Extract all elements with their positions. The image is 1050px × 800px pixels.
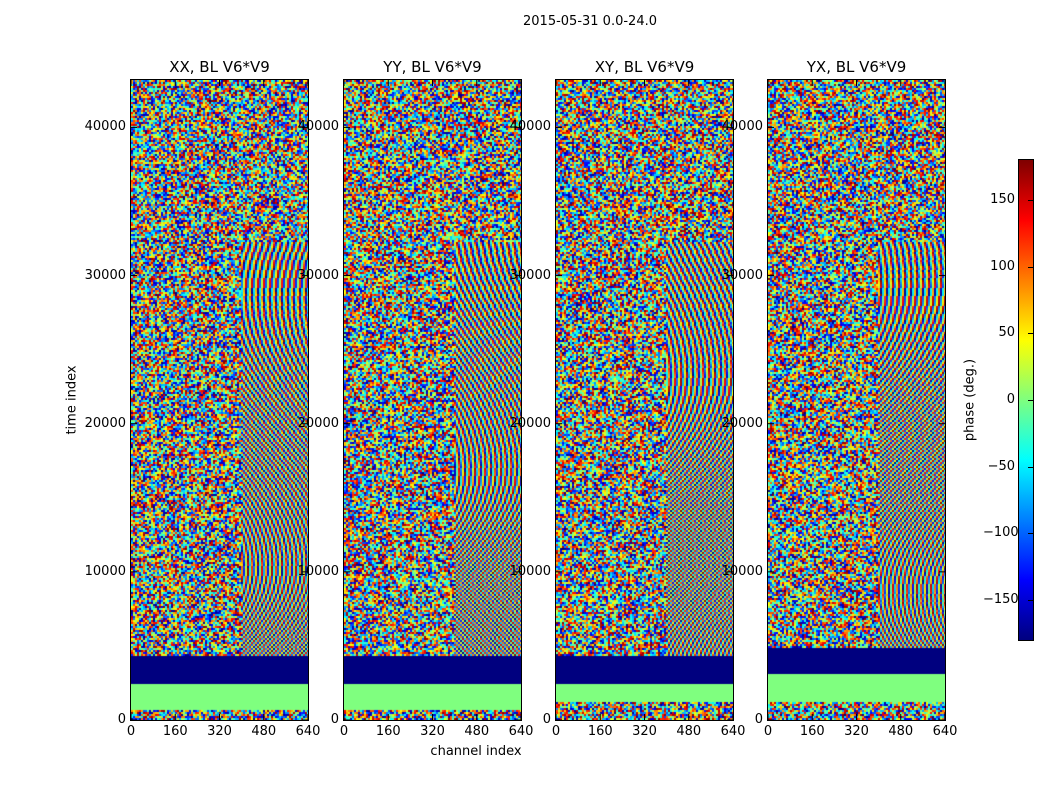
x-tick-label: 480 [251, 724, 277, 739]
x-tick-label: 480 [676, 724, 702, 739]
panel-ticks [768, 80, 945, 720]
x-tick-label: 0 [763, 724, 773, 739]
panel-ticks [556, 80, 733, 720]
panel-ticks [131, 80, 308, 720]
colorbar-tick-mark [1028, 400, 1033, 401]
figure-suptitle: 2015-05-31 0.0-24.0 [523, 14, 657, 29]
panel-title: YY, BL V6*V9 [383, 58, 482, 76]
panel-title: XY, BL V6*V9 [594, 58, 695, 76]
y-tick-label: 20000 [84, 415, 126, 431]
colorbar-tick-label: 100 [990, 258, 1015, 274]
y-tick-label: 0 [330, 712, 339, 727]
y-tick-label: 10000 [84, 563, 126, 579]
y-tick-label: 30000 [721, 267, 763, 283]
x-tick-label: 640 [295, 724, 321, 739]
y-tick-label: 30000 [509, 267, 551, 283]
y-tick-label: 10000 [509, 563, 551, 579]
colorbar-tick-mark [1028, 466, 1033, 468]
x-tick-label: 0 [126, 724, 136, 739]
y-tick-label: 40000 [509, 119, 551, 135]
colorbar-tick-mark [1028, 333, 1033, 335]
x-tick-label: 640 [508, 724, 534, 739]
colorbar-tick-mark [1028, 266, 1033, 268]
y-tick-label: 0 [117, 712, 126, 727]
colorbar-tick-label: −100 [983, 525, 1019, 541]
x-tick-label: 160 [162, 724, 188, 739]
panel-title: YX, BL V6*V9 [806, 58, 907, 76]
y-tick-label: 40000 [721, 119, 763, 135]
colorbar-gradient [1018, 159, 1034, 641]
colorbar-tick-label: 0 [1006, 392, 1015, 407]
colorbar-tick-label: 150 [990, 192, 1015, 207]
y-tick-label: 0 [542, 712, 551, 727]
x-tick-label: 0 [551, 724, 561, 739]
x-tick-label: 160 [375, 724, 401, 739]
y-tick-label: 30000 [297, 267, 339, 283]
colorbar-tick-label: −50 [987, 458, 1015, 474]
colorbar-tick-label: −150 [983, 592, 1019, 607]
colorbar-label: phase (deg.) [962, 358, 978, 442]
y-tick-label: 40000 [297, 119, 339, 135]
heatmap-image [767, 79, 946, 721]
x-tick-label: 160 [587, 724, 613, 739]
y-tick-label: 40000 [84, 119, 126, 135]
x-tick-label: 320 [844, 724, 869, 739]
heatmap-image [343, 79, 522, 721]
x-tick-label: 320 [632, 724, 657, 739]
x-tick-label: 480 [464, 724, 490, 739]
colorbar-tick-mark [1028, 533, 1033, 535]
x-tick-label: 320 [207, 724, 232, 739]
colorbar-tick-mark [1028, 200, 1033, 201]
x-tick-label: 160 [799, 724, 825, 739]
y-tick-label: 30000 [84, 267, 126, 283]
x-tick-label: 640 [720, 724, 746, 739]
y-tick-label: 20000 [297, 415, 339, 431]
panel-ticks [344, 80, 521, 720]
x-tick-label: 0 [339, 724, 349, 739]
y-tick-label: 10000 [721, 563, 763, 579]
x-tick-label: 640 [932, 724, 958, 739]
x-axis-label: channel index [430, 744, 522, 759]
y-tick-label: 20000 [721, 415, 763, 431]
panel-title: XX, BL V6*V9 [169, 58, 270, 76]
colorbar-tick-label: 50 [998, 325, 1015, 341]
x-tick-label: 480 [888, 724, 914, 739]
colorbar-tick-mark [1028, 600, 1033, 601]
heatmap-image [130, 79, 309, 721]
heatmap-image [555, 79, 734, 721]
x-tick-label: 320 [420, 724, 445, 739]
y-tick-label: 10000 [297, 563, 339, 579]
y-tick-label: 0 [754, 712, 763, 727]
y-tick-label: 20000 [509, 415, 551, 431]
